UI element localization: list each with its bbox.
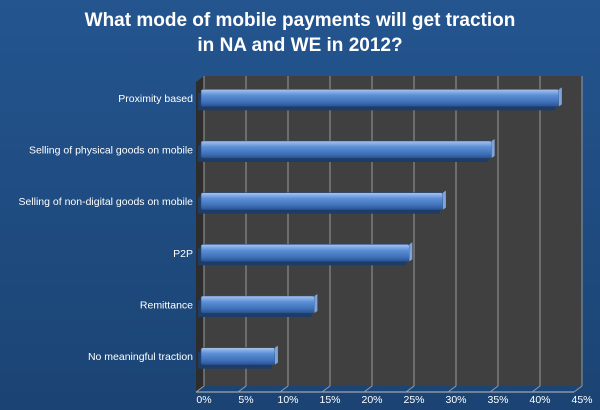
bar-end-cap [274,345,278,365]
x-tick-label: 40% [529,394,550,406]
bar-end-cap [442,190,446,210]
x-tick-label: 20% [361,394,382,406]
bar-end-cap [558,87,562,107]
category-label: P2P [173,248,193,260]
x-tick-label: 30% [445,394,466,406]
x-tick-label: 25% [403,394,424,406]
bar-end-cap [314,294,318,313]
bar [200,295,315,314]
x-tick-label: 10% [277,394,298,406]
x-tick-label: 5% [238,394,253,406]
x-gridline-floor [405,385,415,393]
category-label: Remittance [140,300,193,312]
bar [200,244,410,262]
bar [200,347,276,365]
chart-title-line-2: in NA and WE in 2012? [197,35,403,56]
bar [200,140,492,159]
x-tick-label: 35% [487,394,508,406]
category-label: No meaningful traction [88,351,193,363]
x-gridline-floor [279,385,289,393]
plot-side-wall [196,76,204,392]
x-gridline-floor [531,385,541,393]
x-tick-label: 45% [571,394,592,406]
x-gridline-floor [321,385,331,393]
x-gridline-floor [195,385,205,393]
category-label: Selling of physical goods on mobile [29,145,193,157]
category-label: Proximity based [118,93,193,105]
plot-area [204,76,582,386]
x-gridline-floor [447,385,457,393]
x-gridline-floor [489,385,499,393]
x-tick-label: 15% [319,394,340,406]
chart-title: What mode of mobile payments will get tr… [0,8,600,58]
bar-end-cap [491,139,495,158]
chart-title-line-1: What mode of mobile payments will get tr… [84,10,516,31]
x-gridline-floor [573,385,583,393]
x-tick-label: 0% [196,394,211,406]
bar [200,192,444,210]
bar [200,89,560,107]
bar-end-cap [409,242,413,262]
x-gridline-floor [363,385,373,393]
x-gridline-floor [237,385,247,393]
category-label: Selling of non-digital goods on mobile [18,196,193,208]
